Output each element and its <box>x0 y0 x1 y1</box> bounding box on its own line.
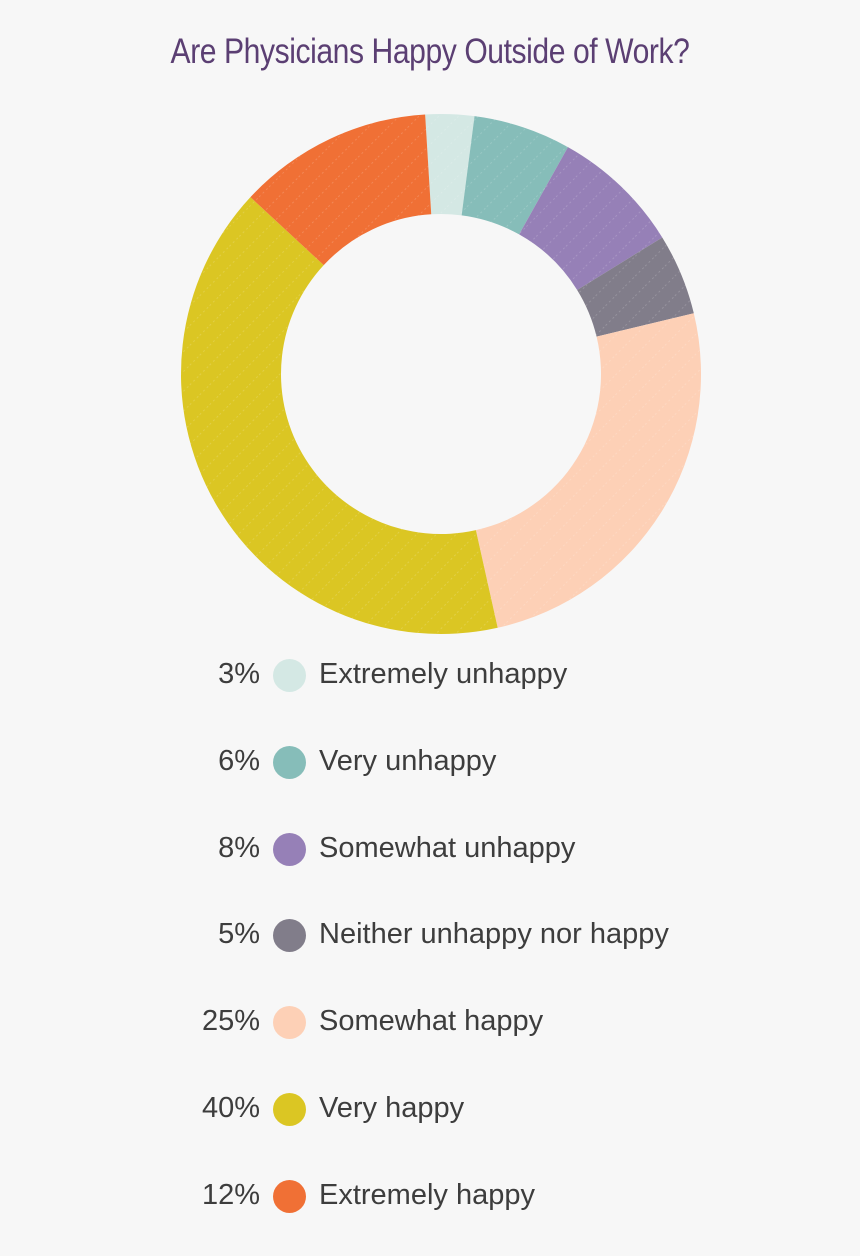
legend-item: 12% Extremely happy <box>0 1171 860 1227</box>
slice-texture <box>461 116 568 235</box>
legend-label: Neither unhappy nor happy <box>319 918 669 951</box>
legend-swatch <box>273 745 306 779</box>
legend-swatch <box>273 659 306 692</box>
legend-swatch <box>273 832 306 866</box>
legend-value: 25% <box>201 1005 260 1038</box>
legend-value: 12% <box>201 1178 260 1211</box>
slice-texture <box>250 114 432 266</box>
legend-swatch <box>273 1179 306 1213</box>
legend-label: Extremely happy <box>319 1178 535 1211</box>
slice-texture <box>577 237 694 337</box>
donut-chart <box>180 114 701 635</box>
legend-swatch <box>273 919 306 953</box>
slice-texture <box>519 147 663 290</box>
legend-item: 3% Extremely unhappy <box>0 650 860 706</box>
legend-item: 6% Very unhappy <box>0 737 860 793</box>
legend-value: 40% <box>201 1092 260 1124</box>
legend-label: Somewhat unhappy <box>319 831 576 864</box>
legend-value: 8% <box>218 831 260 864</box>
legend-label: Very happy <box>319 1092 465 1124</box>
legend-label: Somewhat happy <box>319 1005 544 1038</box>
chart-title: Are Physicians Happy Outside of Work? <box>170 32 690 71</box>
slice-texture <box>425 114 475 216</box>
legend-value: 3% <box>218 658 260 690</box>
legend-swatch <box>273 1006 306 1040</box>
legend-value: 6% <box>218 744 260 777</box>
legend-item: 8% Somewhat unhappy <box>0 824 860 880</box>
slices-group <box>180 114 701 635</box>
legend-label: Very unhappy <box>319 744 497 777</box>
slice-texture <box>475 313 701 628</box>
slice-texture <box>180 197 498 635</box>
legend-value: 5% <box>218 918 260 951</box>
legend-swatch <box>273 1093 306 1126</box>
legend-item: 5% Neither unhappy nor happy <box>0 910 860 966</box>
legend-item: 40% Very happy <box>0 1084 860 1140</box>
legend-label: Extremely unhappy <box>319 658 568 690</box>
legend-item: 25% Somewhat happy <box>0 997 860 1053</box>
